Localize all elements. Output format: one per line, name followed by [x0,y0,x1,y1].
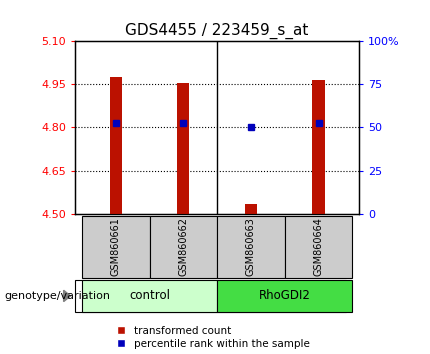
Text: GSM860664: GSM860664 [313,217,323,276]
Text: GSM860663: GSM860663 [246,217,256,276]
Bar [313,80,325,214]
Polygon shape [64,290,71,302]
Bar [82,216,150,278]
Text: RhoGDI2: RhoGDI2 [259,289,310,302]
Title: GDS4455 / 223459_s_at: GDS4455 / 223459_s_at [126,23,309,39]
Legend: transformed count, percentile rank within the sample: transformed count, percentile rank withi… [117,326,310,349]
Bar [217,216,285,278]
Bar [245,204,257,214]
Text: genotype/variation: genotype/variation [4,291,111,301]
Bar [285,216,352,278]
Text: control: control [129,289,170,302]
Bar [110,77,122,214]
Text: GSM860661: GSM860661 [111,217,121,276]
Bar [177,82,190,214]
Text: GSM860662: GSM860662 [178,217,188,276]
Bar [150,216,217,278]
Bar [217,280,352,312]
Bar [82,280,217,312]
